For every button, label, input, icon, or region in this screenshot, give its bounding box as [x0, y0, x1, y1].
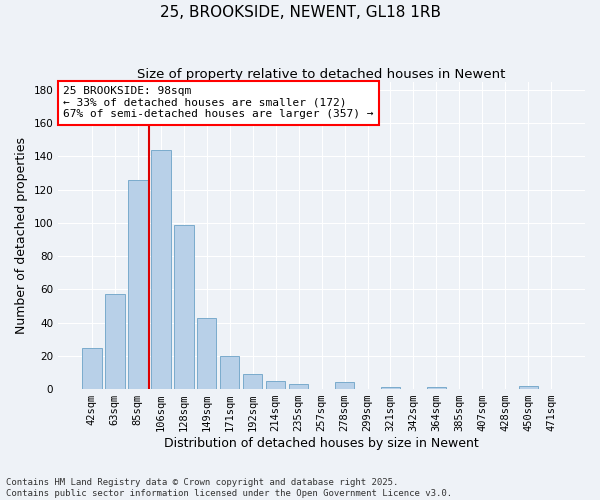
Bar — [151, 150, 170, 389]
Bar — [174, 224, 194, 389]
Bar — [427, 388, 446, 389]
Title: Size of property relative to detached houses in Newent: Size of property relative to detached ho… — [137, 68, 506, 80]
Text: 25, BROOKSIDE, NEWENT, GL18 1RB: 25, BROOKSIDE, NEWENT, GL18 1RB — [160, 5, 440, 20]
Text: Contains HM Land Registry data © Crown copyright and database right 2025.
Contai: Contains HM Land Registry data © Crown c… — [6, 478, 452, 498]
Bar — [105, 294, 125, 389]
Bar — [243, 374, 262, 389]
Bar — [82, 348, 101, 389]
Bar — [128, 180, 148, 389]
Bar — [220, 356, 239, 389]
Text: 25 BROOKSIDE: 98sqm
← 33% of detached houses are smaller (172)
67% of semi-detac: 25 BROOKSIDE: 98sqm ← 33% of detached ho… — [64, 86, 374, 120]
Bar — [289, 384, 308, 389]
Bar — [518, 386, 538, 389]
Bar — [335, 382, 355, 389]
Bar — [381, 388, 400, 389]
Y-axis label: Number of detached properties: Number of detached properties — [15, 137, 28, 334]
Bar — [197, 318, 217, 389]
X-axis label: Distribution of detached houses by size in Newent: Distribution of detached houses by size … — [164, 437, 479, 450]
Bar — [266, 381, 286, 389]
